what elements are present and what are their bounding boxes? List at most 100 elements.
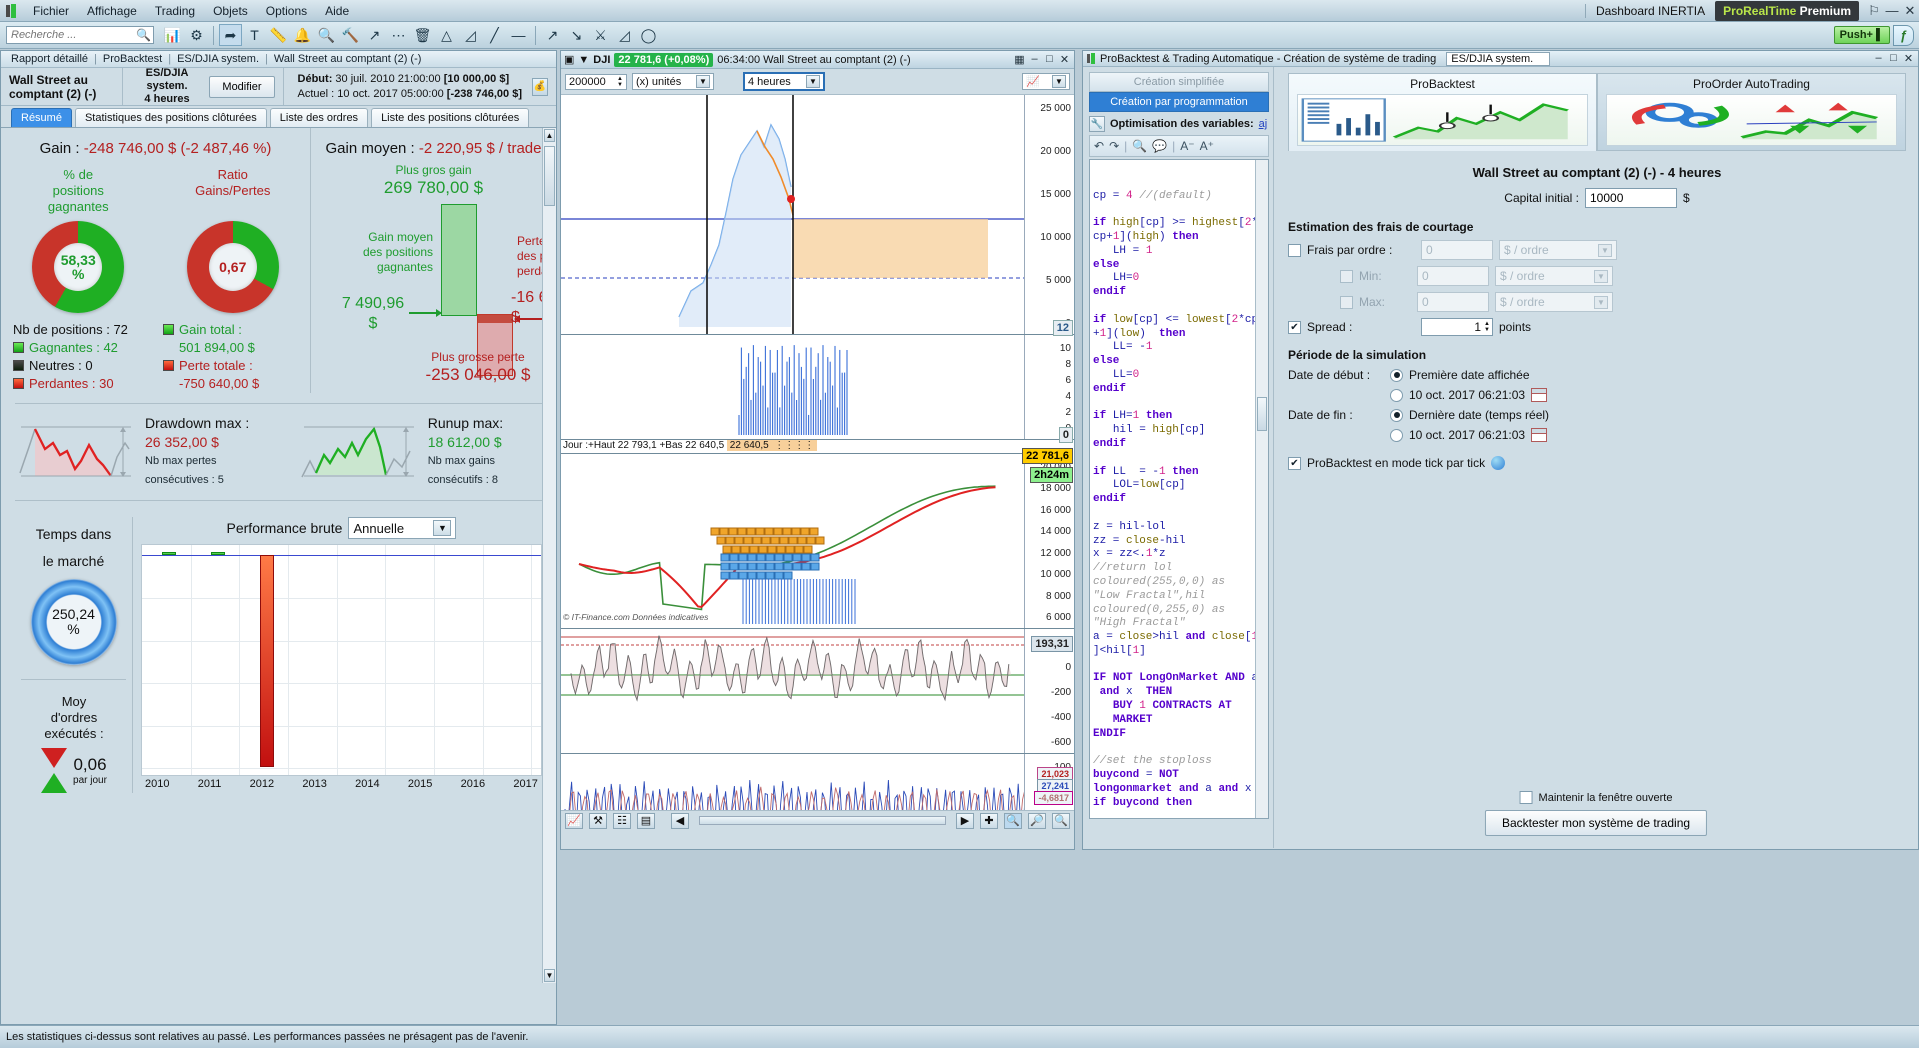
menu-fichier[interactable]: Fichier: [24, 2, 78, 20]
menu-affichage[interactable]: Affichage: [78, 2, 146, 20]
search-input[interactable]: [6, 26, 154, 44]
start-date-radio-custom[interactable]: [1390, 389, 1403, 402]
chart-zoom-fit-icon[interactable]: 🔍: [1004, 813, 1022, 829]
push-plus-button[interactable]: Push+ ▌: [1834, 26, 1890, 44]
delete-tool-icon[interactable]: 🗑: [411, 24, 434, 46]
pb-close-icon[interactable]: ✕: [1902, 52, 1915, 65]
redo-icon[interactable]: ↷: [1109, 139, 1119, 153]
fee-order-unit-select[interactable]: $ / ordre ▼: [1499, 240, 1617, 260]
font-smaller-icon[interactable]: A⁻: [1180, 139, 1194, 153]
pb-minimize-icon[interactable]: –: [1872, 52, 1885, 65]
system-select[interactable]: ES/DJIA system.: [1446, 52, 1550, 66]
cursor-tool-icon[interactable]: ➦: [219, 24, 242, 46]
text-tool-icon[interactable]: T: [243, 24, 266, 46]
code-scroll-thumb[interactable]: [1257, 397, 1267, 431]
tab-probacktest[interactable]: ProBacktest: [1288, 73, 1597, 151]
pitchfork-tool-icon[interactable]: ⚔: [589, 24, 612, 46]
tick-mode-checkbox[interactable]: ✔: [1288, 457, 1301, 470]
alarm-tool-icon[interactable]: 🔔: [291, 24, 314, 46]
wrench-icon[interactable]: 🔧: [1089, 116, 1105, 132]
scroll-down-icon[interactable]: ▼: [544, 969, 555, 982]
breadcrumb-item-instrument[interactable]: Wall Street au comptant (2) (-): [268, 53, 428, 65]
chevron-down-icon[interactable]: ▼: [433, 520, 451, 536]
fee-order-input[interactable]: [1421, 240, 1493, 260]
pin-window-button[interactable]: ⚐: [1865, 1, 1883, 21]
quantity-stepper[interactable]: 200000 ▲ ▼: [565, 74, 627, 90]
menu-trading[interactable]: Trading: [146, 2, 204, 20]
breadcrumb-item-system[interactable]: ES/DJIA system.: [171, 53, 265, 65]
segment-tool-icon[interactable]: —: [507, 24, 530, 46]
scroll-up-icon[interactable]: ▲: [544, 129, 555, 142]
chart-minimize-icon[interactable]: –: [1028, 53, 1041, 66]
fee-min-input[interactable]: [1417, 266, 1489, 286]
chart-tool-3-icon[interactable]: ☷: [613, 813, 631, 829]
chart-canvas[interactable]: 25 000 20 000 15 000 10 000 5 000 0 10 8 6 4 2 0 J…: [561, 95, 1074, 810]
fee-order-chevron-icon[interactable]: ▼: [1598, 244, 1612, 257]
spread-stepper-arrows-icon[interactable]: ▲ ▼: [1484, 321, 1490, 333]
minimize-window-button[interactable]: —: [1883, 1, 1901, 21]
channel-tool-icon[interactable]: △: [435, 24, 458, 46]
performance-period-select[interactable]: Annuelle ▼: [348, 517, 456, 539]
fee-max-chevron-icon[interactable]: ▼: [1594, 296, 1608, 309]
currency-icon[interactable]: 💰: [532, 78, 548, 96]
search-code-icon[interactable]: 🔍: [1132, 139, 1147, 153]
chart-zoom-in-icon[interactable]: 🔍: [1052, 813, 1070, 829]
tab-stats-closed[interactable]: Statistiques des positions clôturées: [75, 108, 267, 127]
fee-min-chevron-icon[interactable]: ▼: [1594, 270, 1608, 283]
undo-icon[interactable]: ↶: [1094, 139, 1104, 153]
fee-max-unit-select[interactable]: $ / ordre ▼: [1495, 292, 1613, 312]
capital-input[interactable]: [1585, 188, 1677, 208]
indicator-icon[interactable]: ⚙: [185, 24, 208, 46]
fee-min-checkbox[interactable]: [1340, 270, 1353, 283]
chart-crosshair-icon[interactable]: ✚: [980, 813, 998, 829]
search-icon[interactable]: 🔍: [136, 28, 151, 42]
arrow-up-tool-icon[interactable]: ↗: [541, 24, 564, 46]
chart-zoom-out-icon[interactable]: 🔎: [1028, 813, 1046, 829]
breadcrumb-item-report[interactable]: Rapport détaillé: [5, 53, 94, 65]
stepper-arrows-icon[interactable]: ▲ ▼: [617, 76, 623, 88]
ruler-tool-icon[interactable]: 📏: [267, 24, 290, 46]
chart-type-select[interactable]: 📈 ▼: [1022, 73, 1070, 90]
menu-aide[interactable]: Aide: [316, 2, 358, 20]
start-date-radio-first[interactable]: [1390, 369, 1403, 382]
chart-tool-2-icon[interactable]: ⚒: [589, 813, 607, 829]
points-tool-icon[interactable]: ⋯: [387, 24, 410, 46]
menu-options[interactable]: Options: [257, 2, 316, 20]
new-chart-icon[interactable]: 📊: [161, 24, 184, 46]
timeframe-select[interactable]: 4 heures ▼: [743, 72, 825, 91]
fee-order-checkbox[interactable]: [1288, 244, 1301, 257]
keep-open-checkbox[interactable]: [1520, 791, 1533, 804]
tab-creation-simplifiee[interactable]: Création simplifiée: [1089, 72, 1269, 92]
font-bigger-icon[interactable]: A⁺: [1200, 139, 1214, 153]
spread-checkbox[interactable]: ✔: [1288, 321, 1301, 334]
chart-tool-4-icon[interactable]: ▤: [637, 813, 655, 829]
modify-button[interactable]: Modifier: [209, 76, 274, 98]
code-scrollbar[interactable]: [1255, 160, 1268, 818]
optimisation-link[interactable]: aj: [1259, 118, 1268, 130]
start-date-calendar-icon[interactable]: [1531, 388, 1547, 402]
units-select[interactable]: (x) unités ▼: [632, 73, 714, 90]
chart-maximize-icon[interactable]: □: [1043, 53, 1056, 66]
chart-close-icon[interactable]: ✕: [1058, 53, 1071, 66]
end-date-calendar-icon[interactable]: [1531, 428, 1547, 442]
spread-stepper[interactable]: 1 ▲ ▼: [1421, 318, 1493, 336]
line-tool-icon[interactable]: ╱: [483, 24, 506, 46]
fee-max-input[interactable]: [1417, 292, 1489, 312]
pb-maximize-icon[interactable]: □: [1887, 52, 1900, 65]
tab-proorder[interactable]: ProOrder AutoTrading: [1597, 73, 1906, 151]
code-editor[interactable]: cp = 4 //(default) if high[cp] >= highes…: [1089, 159, 1269, 819]
trendline-tool-icon[interactable]: ↗: [363, 24, 386, 46]
zoom-tool-icon[interactable]: 🔍: [315, 24, 338, 46]
tab-closed-positions[interactable]: Liste des positions clôturées: [371, 108, 529, 127]
chart-symbol[interactable]: DJI: [593, 54, 610, 66]
breadcrumb-item-probacktest[interactable]: ProBacktest: [97, 53, 168, 65]
timeframe-chevron-icon[interactable]: ▼: [806, 75, 820, 88]
scroll-thumb[interactable]: [544, 146, 555, 206]
close-window-button[interactable]: ✕: [1901, 1, 1919, 21]
end-date-radio-custom[interactable]: [1390, 429, 1403, 442]
fee-max-checkbox[interactable]: [1340, 296, 1353, 309]
tab-creation-programmation[interactable]: Création par programmation: [1089, 92, 1269, 112]
chart-type-chevron-icon[interactable]: ▼: [1052, 75, 1066, 88]
run-backtest-button[interactable]: Backtester mon système de trading: [1485, 810, 1707, 836]
report-scrollbar[interactable]: ▲ ▼: [542, 128, 556, 983]
